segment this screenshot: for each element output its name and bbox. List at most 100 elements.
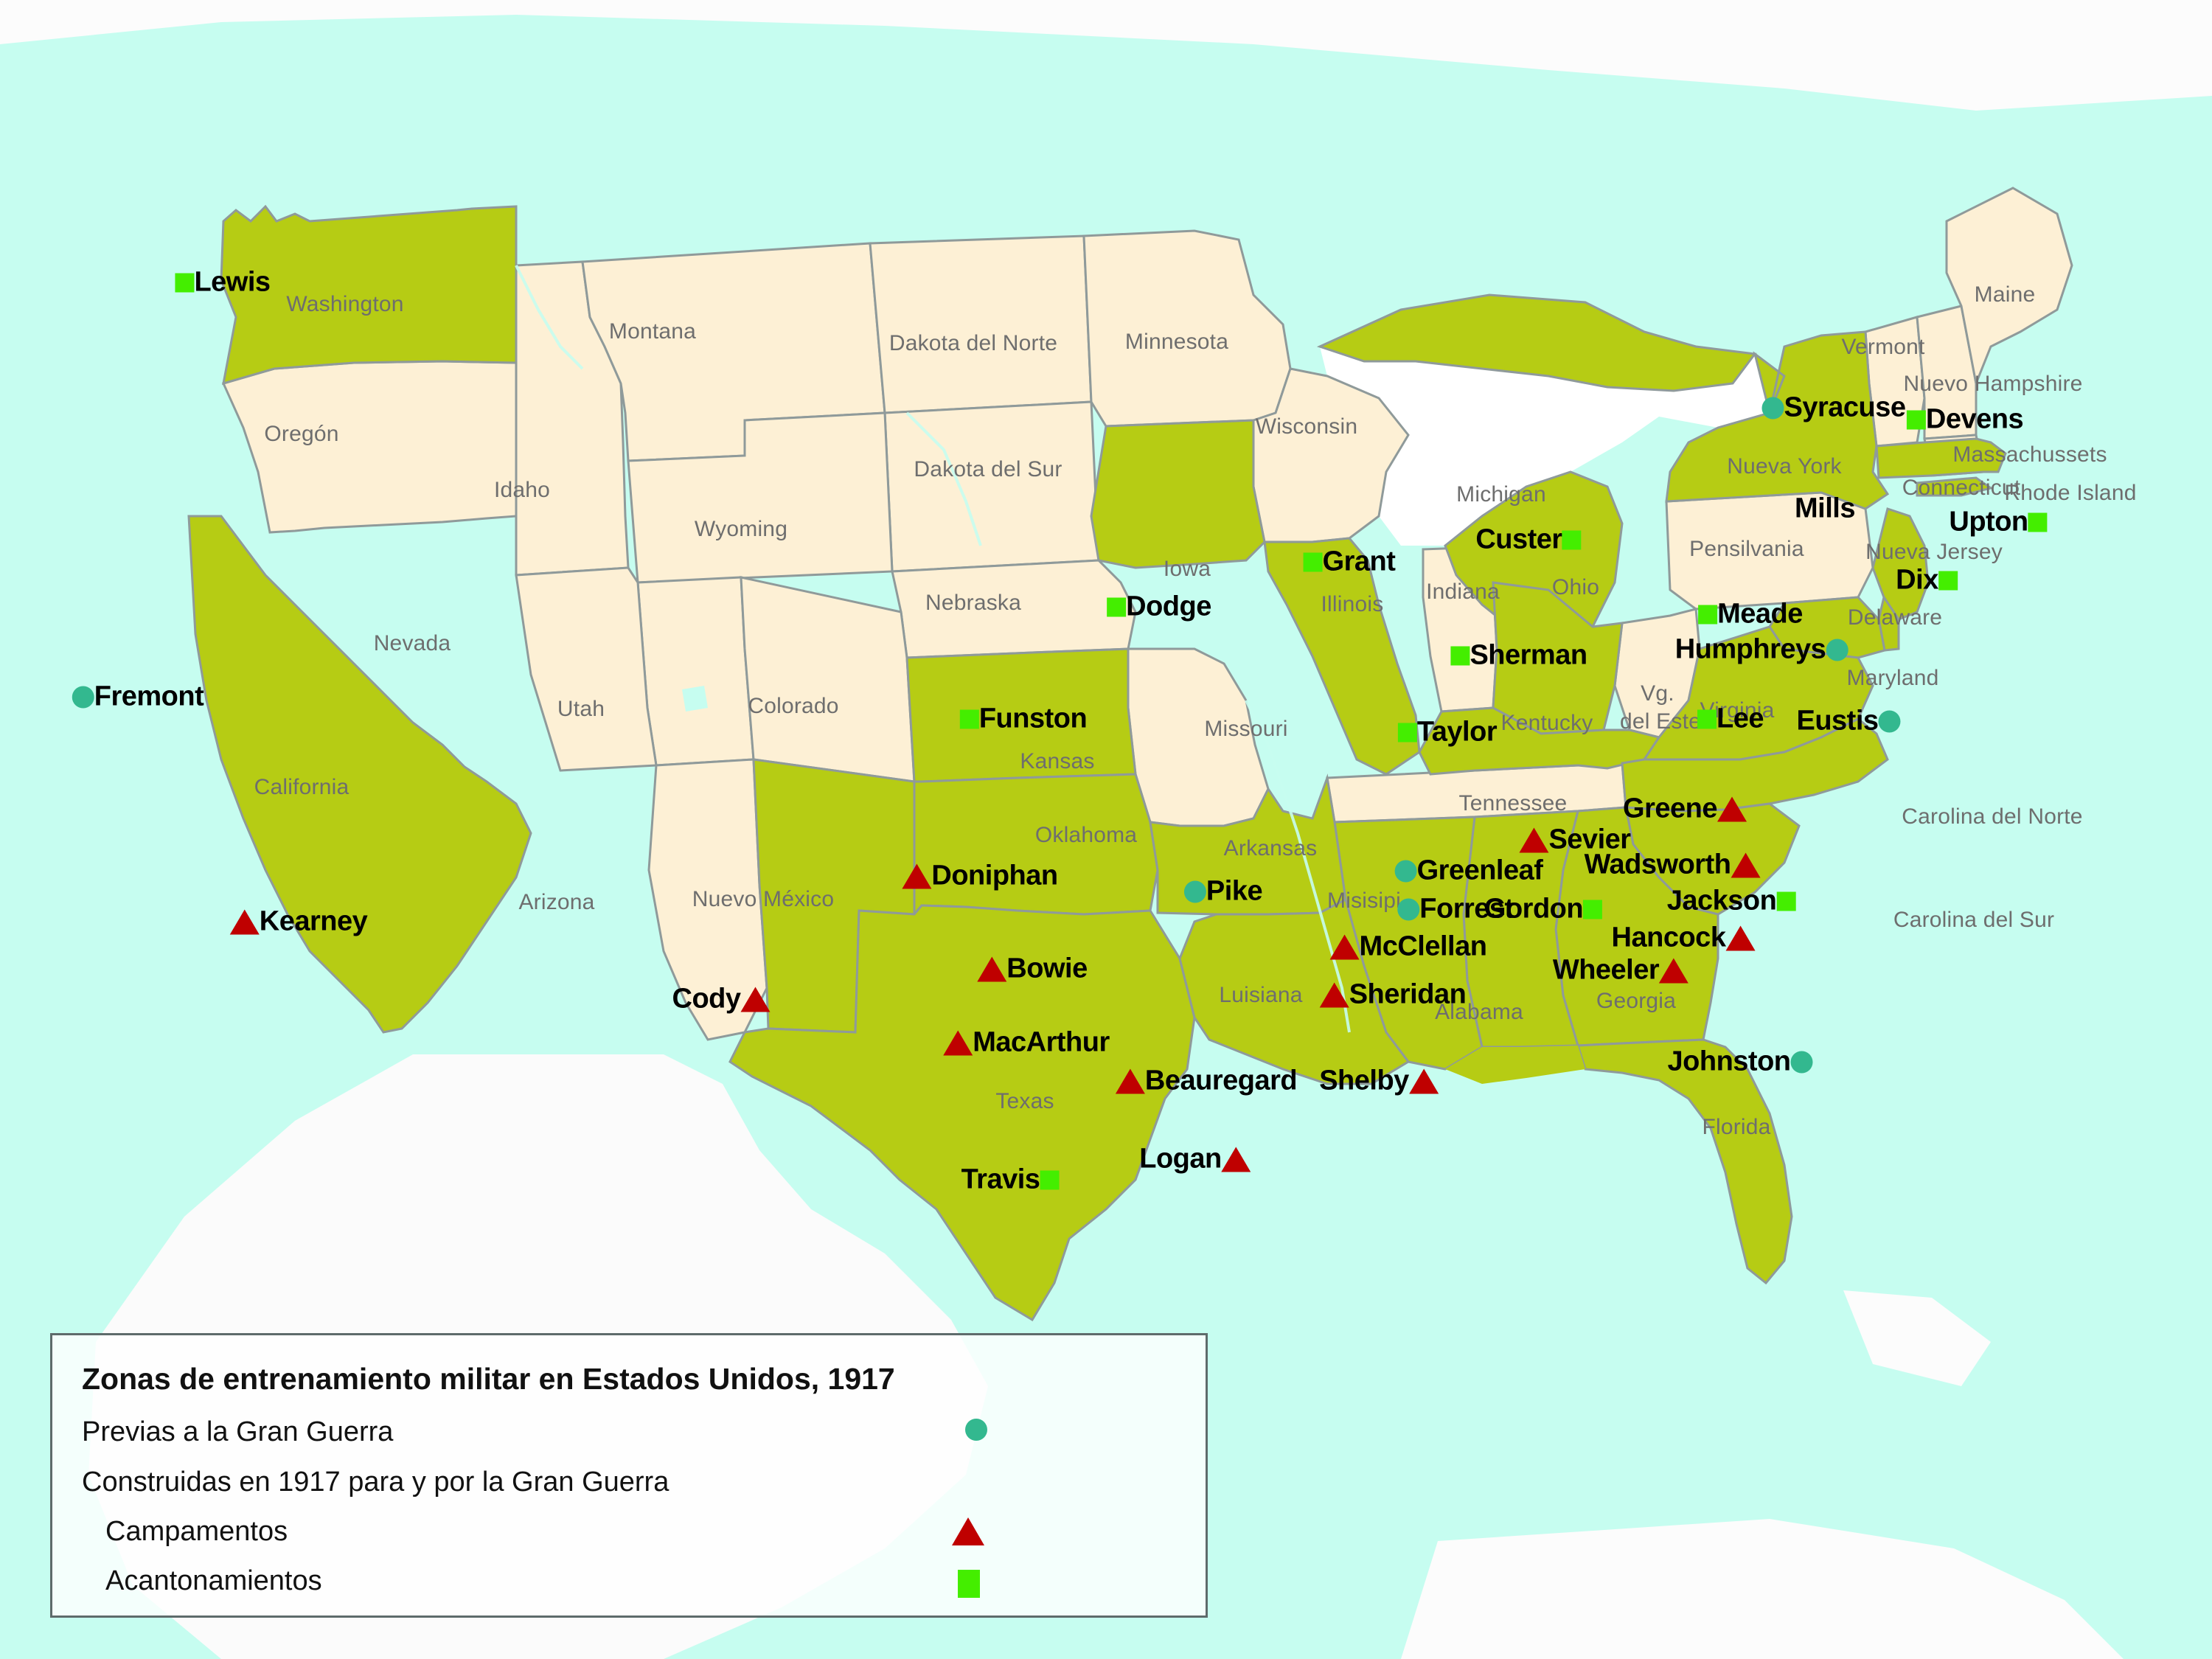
training-site[interactable]: Custer [1475,524,1591,556]
training-site[interactable]: Lee [1687,703,1764,735]
training-site[interactable]: Dix [1896,565,1968,597]
state-label: Kentucky [1500,711,1593,735]
training-site[interactable]: MacArthur [933,1027,1110,1059]
training-site-label: Devens [1925,403,2024,435]
prewar-circle-icon [72,686,94,708]
training-site[interactable]: Cody [672,984,781,1015]
training-site[interactable]: Hancock [1612,922,1766,954]
training-site-label: Fremont [94,681,204,712]
training-site[interactable]: Shelby [1319,1065,1449,1097]
state-label: Nevada [373,631,451,655]
state-label: Tennessee [1458,791,1568,815]
state-washington [220,204,518,386]
training-site[interactable]: Gordon [1484,894,1613,925]
camp-triangle-icon [740,987,771,1012]
legend-row-cantonments: Acantonamientos [105,1565,322,1596]
training-site[interactable]: Lewis [164,267,271,299]
training-site-label: Bowie [1006,953,1088,984]
training-site[interactable]: Doniphan [891,860,1058,892]
training-site-label: Forrest [1419,893,1514,925]
state-label: Delaware [1847,605,1943,630]
prewar-circle-icon [1826,639,1848,661]
state-massachusetts [1875,437,2007,479]
state-label: Arkansas [1223,836,1318,860]
training-site[interactable]: Sevier [1509,824,1631,856]
training-site-label: MacArthur [973,1026,1110,1058]
training-site[interactable]: Fremont [62,681,204,713]
state-label: Washington [286,292,404,316]
training-site[interactable]: Funston [950,703,1088,735]
state-label: Nueva Jersey [1865,540,2003,564]
training-site[interactable]: Sheridan [1310,979,1467,1011]
training-site-label: McClellan [1359,931,1487,962]
training-site-label: Beauregard [1144,1065,1298,1096]
state-label: Nuevo Hampshire [1903,372,2083,396]
state-label: Illinois [1321,592,1384,616]
prewar-circle-icon [1761,397,1784,419]
camp-triangle-icon [1221,1147,1251,1172]
cantonment-square-icon [1583,900,1603,919]
state-maine [1945,187,2073,388]
training-site[interactable]: Greene [1623,793,1757,825]
training-site-label: Grant [1322,546,1396,577]
state-iowa [1090,419,1266,569]
training-site[interactable]: Grant [1293,546,1396,578]
training-site[interactable]: Upton [1949,507,2057,538]
training-site[interactable]: McClellan [1320,931,1487,963]
training-site[interactable]: Taylor [1388,717,1498,748]
state-michigan-lower [1444,470,1624,643]
training-site-label: Funston [978,703,1088,734]
training-site[interactable]: Eustis [1796,706,1910,737]
state-label: Indiana [1426,580,1500,604]
state-label: Minnesota [1124,330,1229,354]
training-site[interactable]: Bowie [967,953,1088,985]
training-site[interactable]: Johnston [1668,1046,1823,1078]
camp-triangle-icon [943,1030,973,1055]
training-site[interactable]: Travis [961,1164,1070,1196]
legend-triangle-icon [952,1517,984,1545]
training-site-label: Doniphan [931,860,1058,891]
training-site[interactable]: Pike [1174,876,1263,908]
state-label: Missouri [1204,717,1288,741]
training-site[interactable]: Mills [1795,493,1855,525]
training-site[interactable]: Forrest [1387,893,1514,925]
state-label: Alabama [1435,1000,1523,1024]
training-site[interactable]: Beauregard [1105,1065,1298,1097]
training-site[interactable]: Logan [1139,1144,1261,1175]
training-site[interactable]: Wadsworth [1585,849,1771,881]
training-site[interactable]: Syracuse [1751,392,1906,424]
training-site-label: Syracuse [1784,392,1906,423]
cantonment-square-icon [1040,1170,1060,1189]
training-site[interactable]: Kearney [220,906,368,938]
state-label: Oregón [264,422,339,446]
camp-triangle-icon [1717,796,1747,821]
camp-triangle-icon [1731,852,1761,877]
cantonment-square-icon [1776,891,1796,911]
training-site[interactable]: Sherman [1440,640,1587,672]
prewar-circle-icon [1394,860,1417,882]
cantonment-square-icon [959,709,979,728]
training-site-label: Sheridan [1349,978,1467,1010]
landmass-neighbors [0,0,2212,111]
landmass-bahamas [1843,1290,1991,1386]
training-site[interactable]: Greenleaf [1385,855,1543,887]
training-site-label: Sherman [1470,639,1587,671]
training-site[interactable]: Devens [1896,403,2024,436]
state-label: Carolina del Sur [1893,908,2055,932]
prewar-circle-icon [1397,898,1420,920]
state-label: Carolina del Norte [1902,804,2083,829]
training-site[interactable]: Meade [1688,599,1803,630]
training-site[interactable]: Humphreys [1675,634,1859,666]
training-site[interactable]: Jackson [1667,886,1806,917]
training-site[interactable]: Dodge [1096,591,1211,623]
state-label: Arizona [518,890,595,914]
legend-title: Zonas de entrenamiento militar en Estado… [82,1362,895,1396]
training-site[interactable]: Wheeler [1553,955,1699,987]
rivers-group [515,265,1351,1033]
state-label: Texas [995,1089,1054,1113]
camp-triangle-icon [977,956,1007,981]
camp-triangle-icon [1725,925,1756,950]
training-site-label: Mills [1795,493,1855,524]
